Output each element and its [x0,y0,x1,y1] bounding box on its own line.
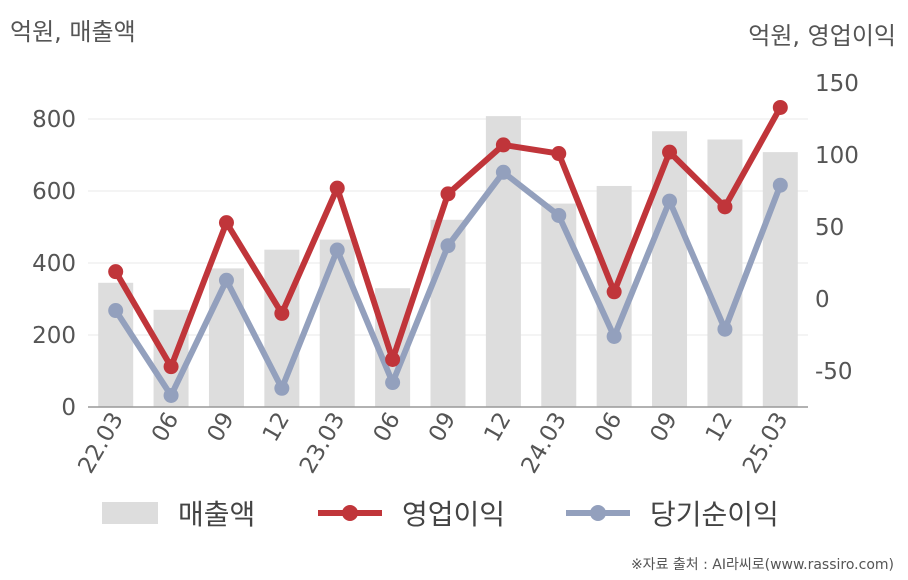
point-operating-profit [772,99,788,115]
legend-label-revenue: 매출액 [178,498,256,531]
point-operating-profit [717,199,733,215]
point-net-income [329,242,345,258]
bar-revenue [319,239,355,407]
right-tick-label: 50 [815,215,844,241]
point-net-income [218,272,234,288]
bar-revenue [541,203,577,407]
bar-revenue [652,131,688,408]
point-operating-profit [606,284,622,300]
x-tick-label: 09 [203,408,240,446]
legend-item-revenue: 매출액 [102,490,255,536]
point-operating-profit [551,146,567,162]
left-tick-label: 0 [61,395,76,421]
right-axis-unit-label: 억원, 영업이익 [748,22,896,50]
point-operating-profit [440,186,456,202]
x-tick-label: 06 [590,408,627,446]
x-tick-label: 12 [701,408,738,446]
legend-swatch-net-income [566,502,630,524]
right-tick-label: 100 [815,143,859,169]
left-tick-label: 400 [32,251,76,277]
x-tick-label: 22.03 [73,408,128,478]
chart-legend: 매출액 영업이익 당기순이익 [0,490,908,536]
legend-label-net-income: 당기순이익 [650,498,779,531]
x-tick-label: 12 [258,408,295,446]
point-operating-profit [495,137,511,153]
x-tick-label: 24.03 [517,408,572,478]
x-tick-label: 06 [369,408,406,446]
point-operating-profit [662,144,678,160]
bar-revenue [98,282,134,407]
source-note: ※자료 출처 : AI라씨로(www.rassiro.com) [630,557,894,573]
legend-item-operating-profit: 영업이익 [318,490,505,536]
legend-swatch-revenue [102,502,158,524]
x-tick-label: 23.03 [295,408,350,478]
point-operating-profit [163,359,179,375]
x-tick-label: 12 [479,408,516,446]
point-net-income [551,207,567,223]
right-tick-label: -50 [815,359,853,385]
x-tick-label: 06 [147,408,184,446]
point-net-income [772,177,788,193]
point-net-income [440,238,456,254]
bar-revenue [485,116,521,408]
x-tick-label: 09 [646,408,683,446]
point-net-income [163,387,179,403]
point-net-income [274,380,290,396]
legend-label-operating-profit: 영업이익 [402,498,506,531]
left-axis-unit-label: 억원, 매출액 [10,18,136,46]
point-net-income [662,193,678,209]
right-tick-label: 0 [815,287,830,313]
point-operating-profit [108,264,124,280]
x-tick-label: 09 [424,408,461,446]
point-net-income [717,321,733,337]
legend-swatch-operating-profit [318,502,382,524]
left-tick-label: 600 [32,179,76,205]
point-operating-profit [218,215,234,231]
point-operating-profit [385,351,401,367]
point-net-income [385,375,401,391]
bar-revenue [208,268,244,407]
point-operating-profit [274,305,290,321]
point-operating-profit [329,180,345,196]
legend-item-net-income: 당기순이익 [566,490,779,536]
left-tick-label: 200 [32,323,76,349]
x-tick-label: 25.03 [738,408,793,478]
bar-revenue [762,152,798,407]
left-tick-label: 800 [32,107,76,133]
point-net-income [606,328,622,344]
point-net-income [495,164,511,180]
point-net-income [108,303,124,319]
right-tick-label: 150 [815,71,859,97]
